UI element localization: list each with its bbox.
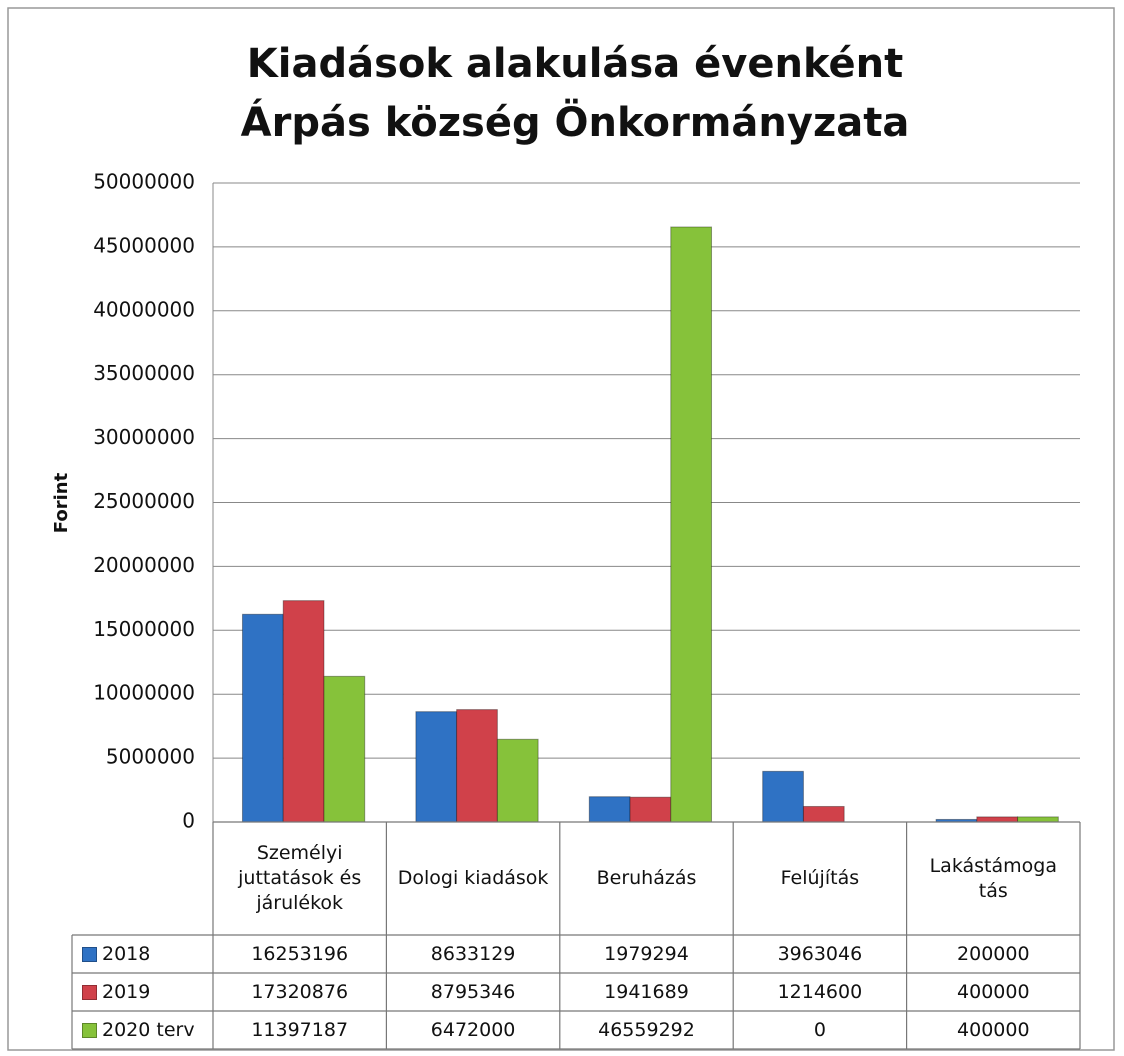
bar bbox=[496, 738, 539, 823]
bar bbox=[282, 600, 325, 823]
bar bbox=[241, 613, 284, 823]
bar bbox=[670, 226, 713, 823]
y-tick-label: 10000000 bbox=[93, 681, 195, 705]
bar bbox=[588, 796, 631, 823]
legend-entry: 2018 bbox=[72, 935, 213, 973]
category-label: Személyi juttatások és járulékok bbox=[238, 842, 362, 914]
y-tick-label: 35000000 bbox=[93, 361, 195, 385]
y-axis-label: Forint bbox=[51, 472, 72, 533]
legend-swatch bbox=[82, 984, 97, 1000]
y-tick-label: 0 bbox=[182, 809, 195, 833]
table-value: 16253196 bbox=[251, 942, 349, 965]
y-tick-label: 40000000 bbox=[93, 297, 195, 321]
y-tick-label: 15000000 bbox=[93, 617, 195, 641]
legend-entry: 2020 terv bbox=[72, 1011, 213, 1049]
bar bbox=[802, 805, 845, 823]
table-value: 400000 bbox=[957, 1018, 1030, 1041]
table-value: 3963046 bbox=[777, 942, 863, 965]
y-tick-label: 25000000 bbox=[93, 489, 195, 513]
legend-swatch bbox=[82, 946, 97, 962]
legend-entry: 2019 bbox=[72, 973, 213, 1011]
bar bbox=[456, 709, 498, 823]
category-label: Beruházás bbox=[596, 867, 697, 890]
table-value: 17320876 bbox=[251, 980, 349, 1003]
table-value: 11397187 bbox=[251, 1018, 349, 1041]
bar bbox=[323, 675, 366, 823]
category-label: Dologi kiadások bbox=[397, 867, 549, 890]
table-value: 1979294 bbox=[604, 942, 689, 965]
table-value: 8795346 bbox=[430, 980, 516, 1003]
legend-label: 2018 bbox=[102, 942, 151, 965]
legend-label: 2019 bbox=[102, 980, 151, 1003]
y-tick-label: 45000000 bbox=[93, 233, 195, 257]
y-tick-label: 30000000 bbox=[93, 425, 195, 449]
table-value: 0 bbox=[813, 1018, 826, 1041]
category-label: Felújítás bbox=[780, 867, 860, 890]
bar bbox=[629, 796, 672, 823]
chart-subtitle: Árpás község Önkormányzata bbox=[241, 98, 910, 146]
table-value: 6472000 bbox=[430, 1018, 516, 1041]
y-tick-label: 50000000 bbox=[93, 170, 195, 194]
bar bbox=[415, 711, 458, 823]
table-value: 200000 bbox=[957, 942, 1030, 965]
y-tick-label: 20000000 bbox=[93, 553, 195, 577]
legend-swatch bbox=[82, 1022, 97, 1038]
table-value: 400000 bbox=[957, 980, 1030, 1003]
y-tick-label: 5000000 bbox=[106, 745, 195, 769]
table-value: 46559292 bbox=[598, 1018, 695, 1041]
table-value: 1214600 bbox=[777, 980, 863, 1003]
table-value: 8633129 bbox=[430, 942, 516, 965]
legend-label: 2020 terv bbox=[102, 1018, 195, 1041]
bar bbox=[762, 770, 804, 823]
chart-border bbox=[7, 7, 1115, 1051]
chart-title: Kiadások alakulása évenként bbox=[247, 41, 903, 87]
table-value: 1941689 bbox=[604, 980, 689, 1003]
category-label: Lakástámoga tás bbox=[929, 854, 1057, 902]
